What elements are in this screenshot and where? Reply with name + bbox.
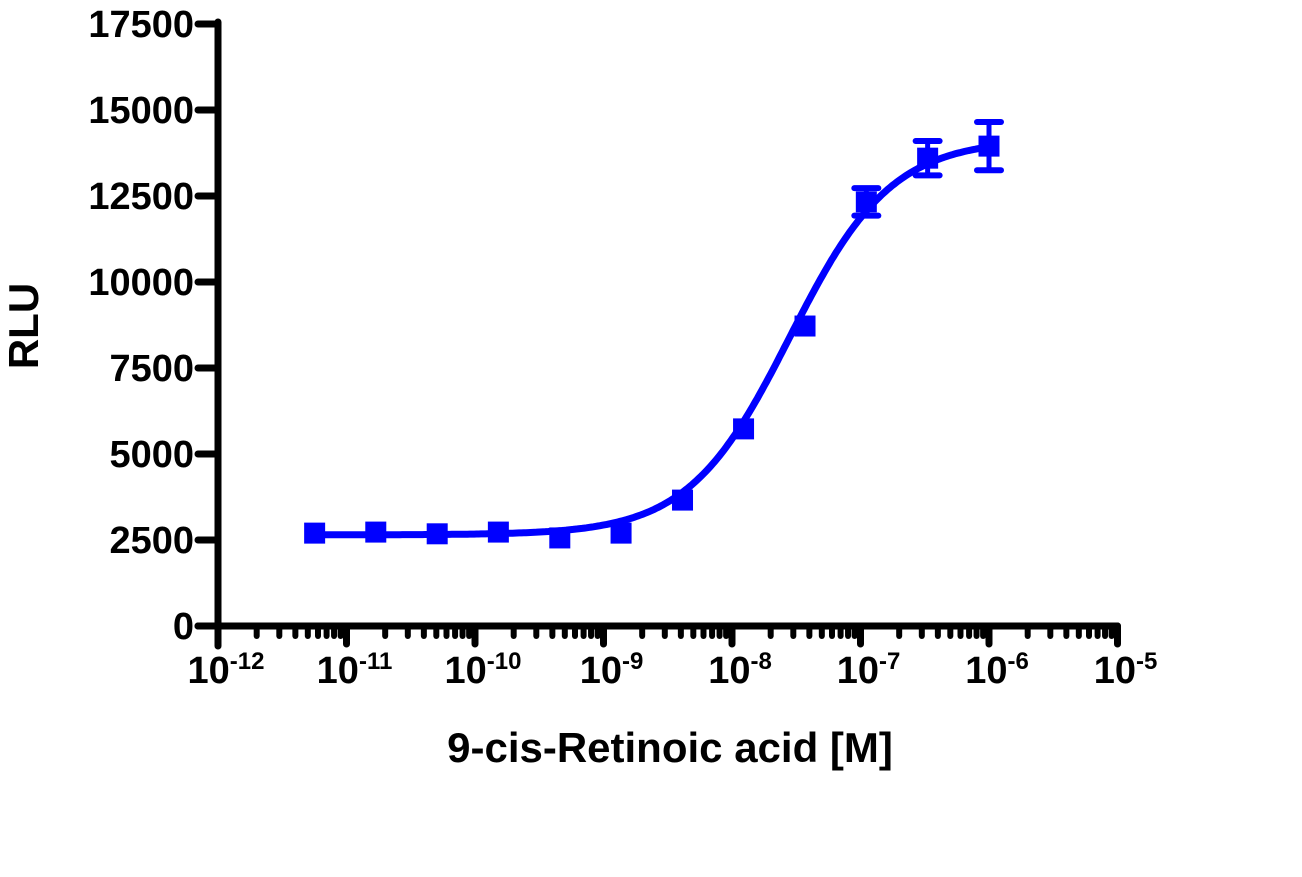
y-tick-label: 2500 — [109, 520, 194, 562]
data-point-square — [855, 191, 877, 213]
data-point-square — [917, 147, 939, 169]
data-point-square — [672, 489, 694, 511]
x-tick-label: 10-11 — [317, 648, 393, 692]
y-axis-title: RLU — [0, 283, 47, 369]
y-tick-label: 7500 — [109, 348, 194, 390]
sigmoid-fit-line — [314, 143, 990, 539]
fit-curve — [314, 143, 990, 539]
data-point-square — [304, 522, 326, 544]
x-tick-label: 10-9 — [580, 648, 644, 692]
y-tick-label: 10000 — [88, 262, 194, 304]
data-point-square — [610, 522, 632, 544]
data-point-square — [487, 521, 509, 543]
data-point-square — [365, 521, 387, 543]
x-tick-label: 10-6 — [965, 648, 1029, 692]
data-point-square — [426, 523, 448, 545]
x-tick-label: 10-10 — [445, 648, 522, 692]
x-tick-label: 10-7 — [837, 648, 901, 692]
data-point-square — [549, 527, 571, 549]
data-point-square — [978, 135, 1000, 157]
data-point-square — [733, 418, 755, 440]
y-tick-label: 17500 — [88, 4, 194, 46]
x-tick-label: 10-12 — [188, 648, 265, 692]
y-tick-label: 5000 — [109, 434, 194, 476]
y-tick-label: 0 — [173, 606, 194, 648]
x-tick-label: 10-8 — [708, 648, 772, 692]
y-axis: 0 2500 5000 7500 10000 12500 15000 17500 — [88, 4, 222, 650]
data-point-square — [794, 315, 816, 337]
data-points — [304, 135, 1000, 549]
y-tick-label: 15000 — [88, 90, 194, 132]
y-tick-label: 12500 — [88, 176, 194, 218]
x-tick-label: 10-5 — [1094, 648, 1158, 692]
x-axis: 10-12 10-11 10-10 10-9 10-8 10-7 10-6 10-5 — [188, 622, 1158, 692]
x-axis-title: 9-cis-Retinoic acid [M] — [447, 724, 893, 771]
